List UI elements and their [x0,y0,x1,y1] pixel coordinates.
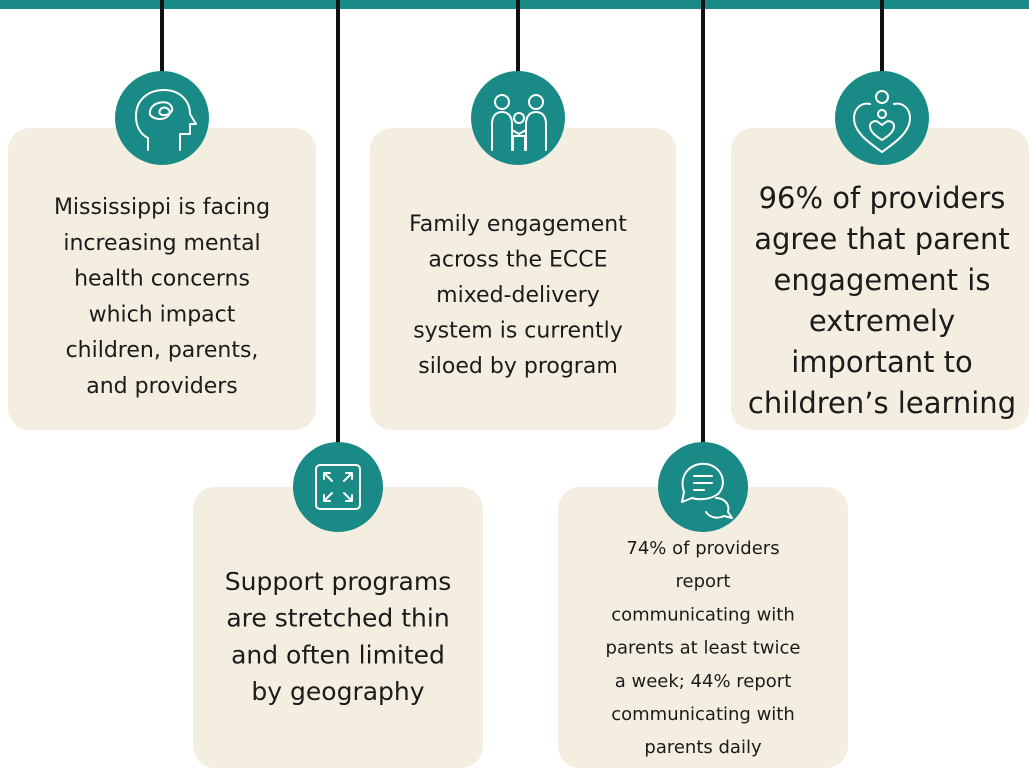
card-text: Mississippi is facing [54,195,270,220]
top-bar [0,0,1029,9]
card [731,128,1029,430]
card-text: are stretched thin [226,604,449,633]
icon-expand [293,442,383,532]
card [370,128,676,430]
card-text: children’s learning [748,386,1016,420]
card-text: and often limited [231,640,445,669]
card-text: across the ECCE [428,248,607,273]
card [8,128,316,430]
card-text: report [676,571,731,592]
card-text: 74% of providers [626,538,779,559]
icon-family [471,71,565,165]
card-text: mixed-delivery [436,283,600,308]
card-text: siloed by program [418,354,618,379]
card-text: important to [791,345,973,379]
card-text: increasing mental [63,231,260,256]
card-text: by geography [251,677,424,706]
card-text: Support programs [225,567,452,596]
icon-chat [658,442,748,532]
card-text: communicating with [611,604,795,625]
card-text: system is currently [413,319,623,344]
card-text: agree that parent [754,222,1010,256]
card-text: parents daily [644,737,762,758]
card-text: and providers [86,374,238,399]
card-text: extremely [809,304,955,338]
card [558,487,848,768]
card-text: a week; 44% report [615,671,792,692]
card-text: children, parents, [66,338,259,363]
icon-mind [115,71,209,165]
card-text: 96% of providers [759,181,1006,215]
card-text: communicating with [611,704,795,725]
card-text: Family engagement [409,212,627,237]
card-text: health concerns [74,267,250,292]
card-text: engagement is [774,263,991,297]
card [193,487,483,768]
card-text: parents at least twice [606,638,801,659]
card-text: which impact [89,302,236,327]
icon-heart [835,71,929,165]
